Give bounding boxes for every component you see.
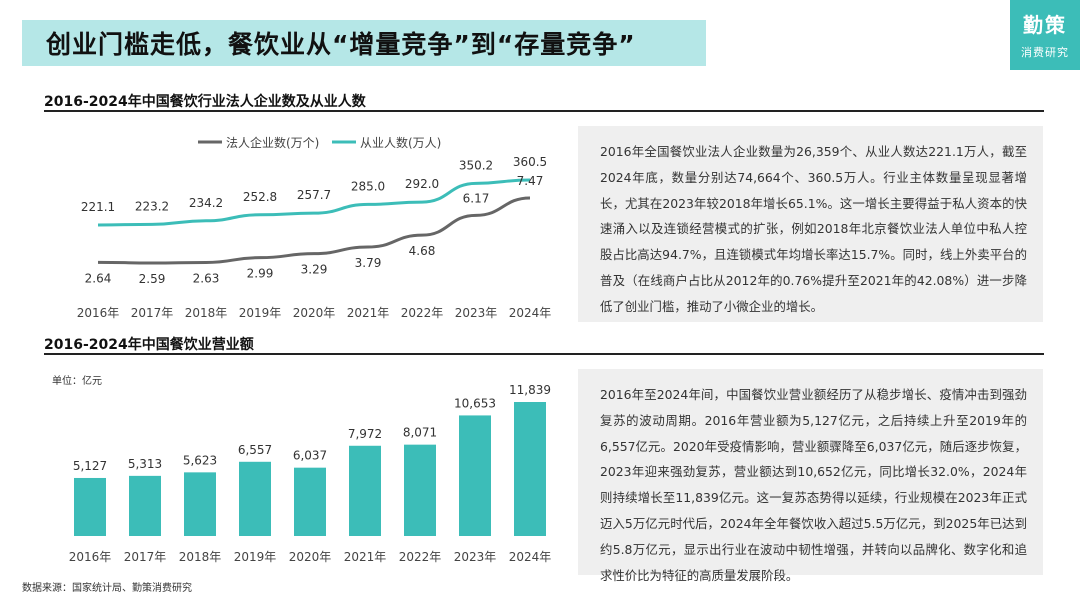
bar (129, 475, 161, 536)
data-label-enterprises: 2.64 (85, 271, 112, 285)
x-tick-label: 2019年 (239, 306, 282, 320)
data-label-employees: 221.1 (81, 200, 115, 214)
data-label: 5,313 (128, 457, 162, 471)
bar (239, 461, 271, 536)
x-tick-label: 2023年 (455, 306, 498, 320)
x-tick-label: 2016年 (77, 306, 120, 320)
data-label-enterprises: 4.68 (409, 244, 436, 258)
section-divider (44, 110, 1044, 112)
x-tick-label: 2024年 (509, 306, 552, 320)
line-chart-description: 2016年全国餐饮业法人企业数量为26,359个、从业人数达221.1万人，截至… (578, 126, 1043, 322)
bar (349, 445, 381, 536)
x-tick-label: 2017年 (131, 306, 174, 320)
legend-label: 法人企业数(万个) (226, 135, 319, 150)
data-label-enterprises: 2.59 (139, 272, 166, 286)
legend-label: 从业人数(万人) (360, 135, 441, 150)
x-tick-label: 2016年 (69, 550, 112, 564)
data-label-employees: 257.7 (297, 188, 331, 202)
bar (184, 472, 216, 536)
data-label-enterprises: 2.99 (247, 267, 274, 281)
page-title: 创业门槛走低，餐饮业从“增量竞争”到“存量竞争” (46, 30, 636, 59)
x-tick-label: 2022年 (399, 550, 442, 564)
brand-logo: 勤策 消费研究 (1010, 0, 1080, 70)
x-tick-label: 2020年 (293, 306, 336, 320)
x-tick-label: 2018年 (185, 306, 228, 320)
x-tick-label: 2022年 (401, 306, 444, 320)
data-label: 7,972 (348, 427, 382, 441)
data-label-enterprises: 7.47 (517, 174, 544, 188)
data-label: 6,037 (293, 449, 327, 463)
data-label: 8,071 (403, 426, 437, 440)
source-note: 数据来源：国家统计局、勤策消费研究 (22, 583, 192, 594)
data-label-enterprises: 6.17 (463, 191, 490, 205)
data-label: 10,653 (454, 396, 496, 410)
bar (294, 467, 326, 536)
section-divider (44, 353, 1044, 355)
x-tick-label: 2021年 (347, 306, 390, 320)
legend-item-0: 法人企业数(万个) (198, 135, 319, 150)
x-tick-label: 2018年 (179, 550, 222, 564)
data-label-employees: 234.2 (189, 196, 223, 210)
data-label: 5,127 (73, 459, 107, 473)
data-label-employees: 252.8 (243, 190, 277, 204)
legend-item-1: 从业人数(万人) (332, 135, 441, 150)
bar (459, 415, 491, 536)
data-label-employees: 292.0 (405, 177, 439, 191)
logo-subtitle: 消费研究 (1021, 46, 1069, 59)
bar-chart-title: 2016-2024年中国餐饮业营业额 (44, 337, 254, 353)
x-tick-label: 2019年 (234, 550, 277, 564)
bar (404, 444, 436, 536)
data-label-enterprises: 3.79 (355, 256, 382, 270)
data-label-enterprises: 2.63 (193, 271, 220, 285)
line-chart: 法人企业数(万个) 从业人数(万人) 221.1 223.2 234.2 252.8 257… (77, 135, 552, 320)
line-chart-title: 2016-2024年中国餐饮行业法人企业数及从业人数 (44, 94, 366, 110)
bar (74, 477, 106, 536)
data-label-enterprises: 3.29 (301, 263, 328, 277)
title-banner: 创业门槛走低，餐饮业从“增量竞争”到“存量竞争” (22, 20, 706, 66)
x-tick-label: 2024年 (509, 550, 552, 564)
data-label: 11,839 (509, 383, 551, 397)
series-line-enterprises (97, 196, 531, 265)
series-line-employees (97, 178, 531, 227)
unit-label: 单位：亿元 (52, 374, 102, 387)
data-label: 5,623 (183, 453, 217, 467)
x-tick-label: 2021年 (344, 550, 387, 564)
logo-name: 勤策 (1023, 13, 1067, 37)
bar-chart-description: 2016年至2024年间，中国餐饮业营业额经历了从稳步增长、疫情冲击到强劲复苏的… (578, 369, 1043, 583)
x-tick-label: 2017年 (124, 550, 167, 564)
x-tick-label: 2020年 (289, 550, 332, 564)
data-label-employees: 360.5 (513, 155, 547, 169)
bar (514, 402, 546, 536)
data-label-employees: 350.2 (459, 158, 493, 172)
bar-chart: 单位：亿元 5,127 2016年 5,313 2017年 5,623 2018年 6,557… (52, 374, 552, 564)
x-tick-label: 2023年 (454, 550, 497, 564)
data-label-employees: 223.2 (135, 199, 169, 213)
data-label-employees: 285.0 (351, 179, 385, 193)
data-label: 6,557 (238, 443, 272, 457)
